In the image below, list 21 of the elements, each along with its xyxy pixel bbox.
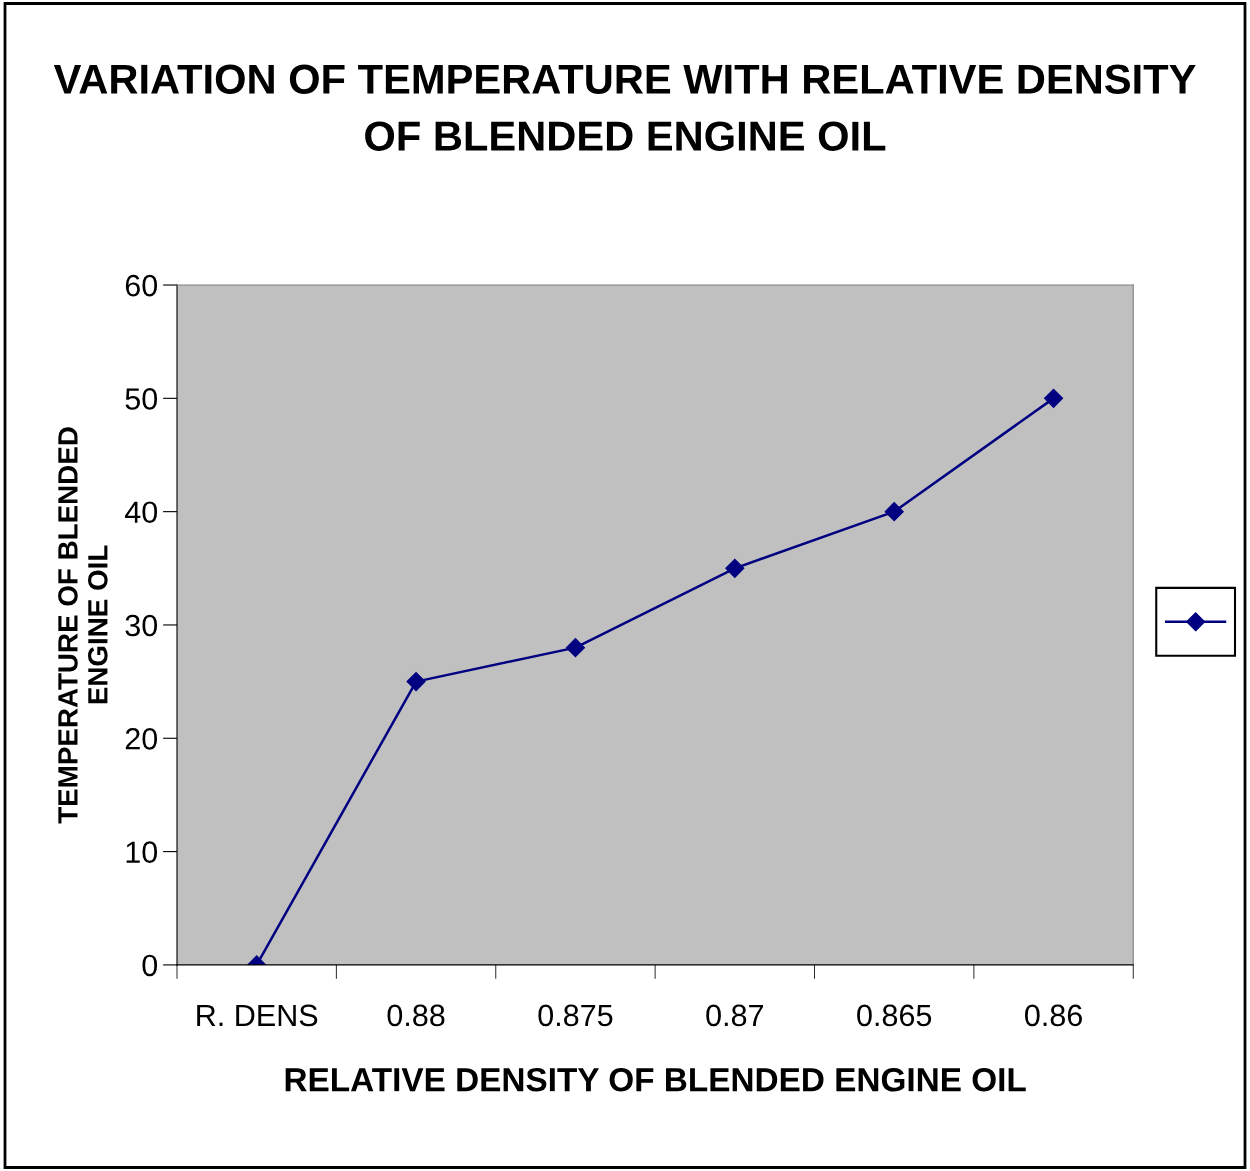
x-axis-title: RELATIVE DENSITY OF BLENDED ENGINE OIL [285, 1067, 1026, 1092]
y-axis-title: TEMPERATURE OF BLENDED ENGINE OIL [58, 427, 108, 824]
y-tick-label: 10 [126, 841, 158, 863]
x-tick-label: 0.88 [387, 1004, 445, 1027]
x-tick-label: R. DENS [197, 1004, 318, 1027]
point [1044, 388, 1064, 408]
y-tick-label: 20 [125, 728, 158, 750]
x-tick-label: 0.87 [706, 1004, 764, 1027]
y-tick-label: 50 [125, 388, 158, 410]
x-tick-label: 0.86 [1025, 1004, 1082, 1027]
y-tick-label: 0 [142, 954, 158, 977]
point [406, 672, 426, 692]
point [884, 502, 904, 522]
point [725, 558, 745, 578]
y-tick-label: 40 [124, 501, 158, 524]
point [565, 638, 585, 658]
x-tick-label: 0.865 [857, 1004, 932, 1027]
chart-title: VARIATION OF TEMPERATURE WITH RELATIVE DENSITY OF BLENDED ENGINE OIL [53, 64, 1196, 151]
y-tick-label: 30 [125, 614, 158, 637]
y-tick-label: 60 [125, 274, 158, 297]
x-tick-label: 0.875 [538, 1004, 613, 1027]
